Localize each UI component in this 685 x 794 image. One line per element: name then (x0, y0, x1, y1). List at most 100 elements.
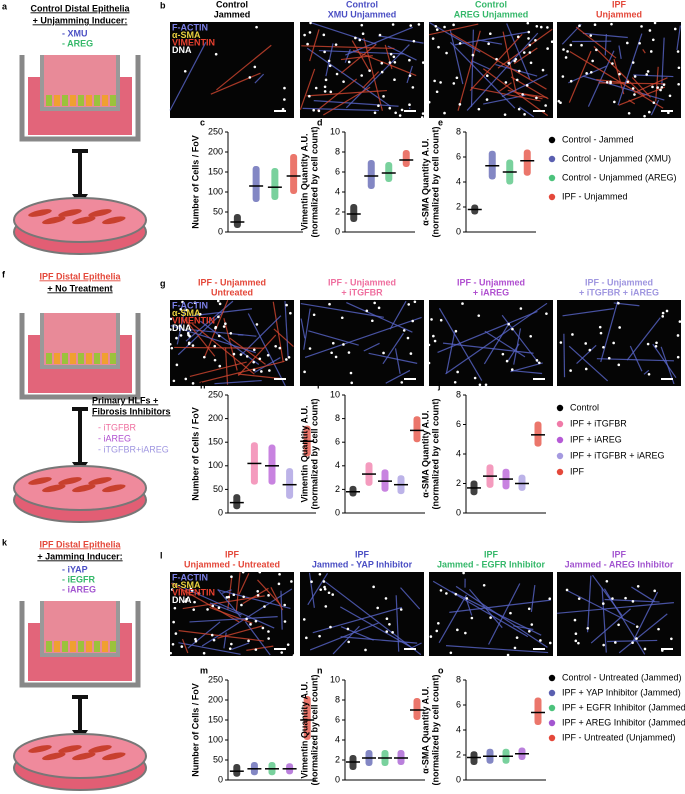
nucleus (413, 300, 417, 304)
nucleus (461, 302, 464, 305)
cell (62, 353, 68, 364)
nucleus (400, 108, 404, 112)
fiber (309, 21, 377, 45)
legend-label: Control - Unjammed (XMU) (562, 153, 671, 163)
nucleus (617, 623, 620, 627)
nucleus (617, 301, 620, 305)
fiber (246, 645, 274, 651)
fiber (660, 346, 675, 385)
nucleus (676, 334, 680, 337)
nucleus (439, 318, 443, 322)
nucleus (539, 639, 542, 642)
image-title: Jammed - EGFR Inhibitor (437, 559, 546, 569)
nucleus (331, 593, 335, 596)
nucleus (229, 331, 233, 335)
fiber (332, 625, 360, 655)
y-tick-label: 250 (208, 389, 223, 399)
fiber (221, 589, 232, 594)
nucleus (187, 333, 190, 337)
nucleus (546, 47, 549, 50)
cell (46, 641, 52, 652)
legend-label: Control (570, 402, 599, 412)
fiber (457, 30, 481, 111)
fiber (586, 575, 592, 633)
nucleus (241, 570, 245, 574)
panel-letter: g (160, 278, 166, 288)
legend-marker (556, 452, 564, 460)
nucleus (245, 355, 249, 358)
cell (94, 95, 100, 106)
point-spread (534, 697, 542, 725)
nucleus (562, 48, 565, 51)
nucleus (507, 322, 510, 326)
y-tick-label: 0 (335, 774, 340, 784)
fibroblast (28, 477, 52, 485)
nucleus (286, 643, 290, 646)
nucleus (544, 104, 547, 107)
fiber (601, 587, 607, 653)
y-tick-label: 50 (213, 484, 223, 494)
nucleus (342, 343, 345, 346)
y-tick-label: 6 (335, 437, 340, 447)
nucleus (411, 319, 415, 323)
cell (102, 95, 108, 106)
fiber (676, 25, 681, 50)
fiber (363, 342, 380, 352)
nucleus (631, 600, 635, 603)
nucleus (668, 94, 672, 98)
nucleus (248, 76, 252, 79)
fiber (631, 586, 655, 603)
nucleus (431, 37, 435, 40)
stain-label: DNA (172, 45, 192, 55)
fiber (344, 49, 351, 63)
nucleus (327, 591, 331, 595)
nucleus (569, 79, 573, 83)
nucleus (323, 90, 327, 93)
fiber (499, 82, 512, 92)
nucleus (354, 36, 357, 40)
nucleus (255, 323, 259, 326)
nucleus (242, 595, 245, 599)
y-tick-label: 200 (208, 413, 223, 423)
fiber (368, 352, 418, 364)
nucleus (443, 111, 446, 115)
image-title: IPF - Unjammed (457, 277, 525, 287)
nucleus (456, 628, 459, 632)
nucleus (437, 45, 440, 49)
cell (62, 95, 68, 106)
nucleus (605, 81, 609, 84)
nucleus (513, 646, 517, 650)
image-title: + iTGFBR (341, 287, 383, 297)
nucleus (657, 627, 660, 631)
nucleus (278, 346, 282, 350)
fiber (488, 583, 521, 645)
nucleus (495, 57, 498, 61)
stain-label: α-SMA (172, 308, 201, 318)
fiber (604, 34, 607, 56)
nucleus (661, 315, 665, 318)
nucleus (274, 344, 277, 348)
nucleus (384, 597, 388, 600)
image-title: Jammed - AREG Inhibitor (565, 559, 674, 569)
fiber (174, 346, 265, 349)
fibroblast (102, 752, 126, 761)
nucleus (598, 325, 602, 329)
nucleus (256, 594, 260, 597)
y-tick-label: 2 (335, 206, 340, 216)
fiber (189, 361, 247, 378)
nucleus (303, 370, 306, 374)
stain-label: VIMENTIN (172, 315, 215, 325)
y-tick-label: 100 (208, 734, 223, 744)
nucleus (169, 328, 172, 331)
nucleus (309, 21, 312, 25)
image-title: IPF (612, 0, 627, 9)
nucleus (439, 589, 443, 592)
panel-letter: i (317, 380, 320, 390)
nucleus (571, 333, 574, 336)
panel-letter: h (200, 380, 206, 390)
fiber (254, 357, 281, 373)
fiber (445, 302, 548, 375)
panel-letter: k (2, 537, 8, 547)
image-title: IPF - Unjammed (328, 277, 396, 287)
nucleus (569, 369, 572, 372)
